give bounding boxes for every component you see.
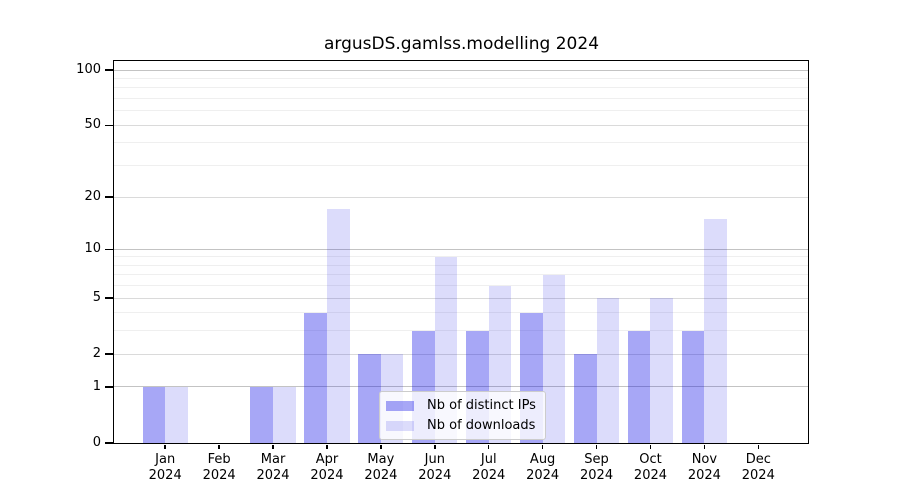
x-tick-mark-jan xyxy=(164,444,166,449)
bar-nb-of-downloads-jan xyxy=(165,386,188,443)
y-tick-mark-20 xyxy=(105,196,113,198)
gridline-100 xyxy=(114,69,808,71)
x-tick-label-aug: Aug 2024 xyxy=(526,452,560,483)
x-tick-label-jun: Jun 2024 xyxy=(418,452,452,483)
gridline-5 xyxy=(114,297,808,299)
gridline-40 xyxy=(114,142,808,144)
x-tick-label-dec: Dec 2024 xyxy=(741,452,775,483)
y-tick-label-100: 100 xyxy=(76,62,101,78)
gridline-30 xyxy=(114,165,808,167)
y-tick-label-2: 2 xyxy=(92,346,101,362)
y-tick-label-50: 50 xyxy=(84,117,101,133)
gridline-7 xyxy=(114,274,808,276)
x-tick-label-may: May 2024 xyxy=(364,452,398,483)
legend-item-downloads: Nb of downloads xyxy=(386,418,536,433)
x-tick-label-jul: Jul 2024 xyxy=(472,452,506,483)
x-tick-label-sep: Sep 2024 xyxy=(580,452,614,483)
bar-nb-of-downloads-mar xyxy=(273,386,296,443)
x-tick-mark-nov xyxy=(703,444,706,449)
legend-swatch-distinct-ips-icon xyxy=(386,400,414,411)
gridline-60 xyxy=(114,110,808,112)
gridline-4 xyxy=(114,312,808,314)
bar-nb-of-downloads-apr xyxy=(326,209,350,443)
gridline-10 xyxy=(114,248,808,250)
x-tick-mark-dec xyxy=(757,444,760,449)
x-tick-label-apr: Apr 2024 xyxy=(310,452,344,483)
gridline-20 xyxy=(114,196,808,198)
y-tick-mark-2 xyxy=(105,353,113,355)
x-tick-label-feb: Feb 2024 xyxy=(202,452,236,483)
x-tick-label-oct: Oct 2024 xyxy=(633,452,668,483)
x-tick-label-jan: Jan 2024 xyxy=(148,452,182,483)
bar-nb-of-downloads-oct xyxy=(650,298,674,443)
legend-swatch-downloads-icon xyxy=(386,420,414,431)
gridline-80 xyxy=(114,87,808,89)
legend: Nb of distinct IPs Nb of downloads xyxy=(379,391,546,440)
legend-label-downloads: Nb of downloads xyxy=(427,418,536,433)
x-tick-label-mar: Mar 2024 xyxy=(256,452,290,483)
gridline-6 xyxy=(114,285,808,287)
x-tick-mark-apr xyxy=(326,444,328,449)
legend-label-distinct-ips: Nb of distinct IPs xyxy=(427,398,536,413)
bar-nb-of-distinct-ips-mar xyxy=(250,386,274,443)
chart-title: argusDS.gamlss.modelling 2024 xyxy=(323,34,600,54)
x-tick-mark-sep xyxy=(595,444,598,449)
bar-nb-of-distinct-ips-apr xyxy=(304,312,327,443)
y-tick-mark-0 xyxy=(105,442,113,444)
x-tick-mark-feb xyxy=(218,444,220,449)
x-tick-label-nov: Nov 2024 xyxy=(687,452,721,483)
x-tick-mark-jun xyxy=(434,444,436,449)
gridline-70 xyxy=(114,98,808,100)
x-tick-mark-may xyxy=(380,444,382,449)
bar-nb-of-downloads-sep xyxy=(596,298,620,443)
x-tick-mark-aug xyxy=(541,444,544,449)
bar-nb-of-distinct-ips-may xyxy=(358,354,381,443)
y-tick-label-1: 1 xyxy=(92,378,101,394)
y-tick-mark-100 xyxy=(105,69,113,71)
bar-nb-of-distinct-ips-jan xyxy=(142,386,166,443)
plot-area: Nb of distinct IPs Nb of downloads 100 50… xyxy=(76,60,809,483)
gridline-2 xyxy=(114,353,808,355)
gridline-3 xyxy=(114,330,808,332)
gridline-9 xyxy=(114,256,808,258)
gridline-1 xyxy=(114,386,808,388)
legend-item-distinct-ips: Nb of distinct IPs xyxy=(386,398,536,413)
bar-nb-of-distinct-ips-oct xyxy=(627,330,651,443)
bar-nb-of-downloads-nov xyxy=(704,218,727,443)
y-tick-label-20: 20 xyxy=(84,189,101,204)
y-tick-label-5: 5 xyxy=(92,290,101,306)
x-tick-mark-oct xyxy=(649,444,652,449)
gridline-90 xyxy=(114,78,808,80)
y-tick-mark-5 xyxy=(105,297,113,299)
bar-nb-of-distinct-ips-nov xyxy=(681,330,705,443)
y-tick-mark-50 xyxy=(105,124,113,127)
y-tick-mark-10 xyxy=(105,248,113,250)
bar-nb-of-distinct-ips-sep xyxy=(573,354,597,443)
y-tick-mark-1 xyxy=(105,386,113,388)
gridline-50 xyxy=(114,124,808,126)
bar-nb-of-downloads-aug xyxy=(542,274,566,443)
y-tick-label-0: 0 xyxy=(92,435,101,450)
x-tick-mark-mar xyxy=(272,444,274,449)
y-tick-label-10: 10 xyxy=(84,241,101,257)
x-tick-mark-jul xyxy=(487,444,490,449)
gridline-8 xyxy=(114,264,808,266)
